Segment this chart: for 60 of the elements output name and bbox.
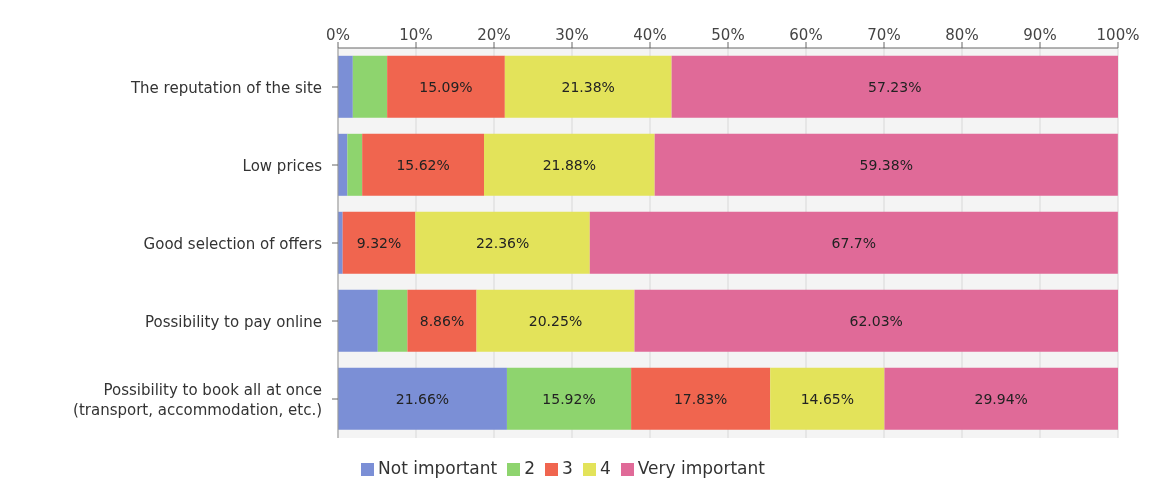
y-tick-label: Low prices bbox=[242, 157, 323, 175]
bar bbox=[504, 55, 672, 118]
x-tick-label: 20% bbox=[477, 26, 511, 44]
bar bbox=[476, 289, 635, 352]
bar bbox=[362, 133, 485, 196]
bar bbox=[884, 367, 1118, 430]
bar bbox=[342, 211, 416, 274]
legend-label: 2 bbox=[524, 458, 536, 478]
legend-label: 3 bbox=[562, 458, 573, 478]
bar bbox=[352, 55, 388, 118]
data-label: 62.03% bbox=[849, 312, 903, 329]
data-label: 20.25% bbox=[528, 312, 583, 329]
x-tick-label: 100% bbox=[1096, 26, 1140, 44]
data-label: 14.65% bbox=[800, 390, 855, 407]
bar bbox=[387, 55, 505, 118]
bar bbox=[506, 367, 632, 430]
data-label: 15.92% bbox=[542, 390, 596, 407]
bar bbox=[484, 133, 655, 196]
bar bbox=[671, 55, 1118, 118]
data-label: 21.88% bbox=[542, 156, 597, 173]
data-label: 9.32% bbox=[356, 234, 402, 251]
bar bbox=[770, 367, 885, 430]
data-label: 15.62% bbox=[396, 156, 450, 173]
y-tick-label: Possibility to book all at once (transport, accommodation, etc.) bbox=[73, 381, 322, 419]
data-label: 15.09% bbox=[419, 78, 473, 95]
data-label: 21.66% bbox=[395, 390, 450, 407]
x-tick-label: 80% bbox=[945, 26, 979, 44]
x-tick-label: 60% bbox=[789, 26, 823, 44]
data-label: 17.83% bbox=[673, 390, 728, 407]
y-tick-label: The reputation of the site bbox=[129, 79, 322, 97]
bar bbox=[415, 211, 590, 274]
x-tick-label: 10% bbox=[399, 26, 433, 44]
bar bbox=[338, 55, 353, 118]
data-label: 57.23% bbox=[868, 78, 922, 95]
bar bbox=[407, 289, 477, 352]
legend-label: Not important bbox=[378, 458, 498, 478]
x-tick-label: 70% bbox=[867, 26, 901, 44]
x-tick-label: 50% bbox=[711, 26, 745, 44]
bar bbox=[338, 367, 507, 430]
bar bbox=[631, 367, 771, 430]
bar bbox=[654, 133, 1118, 196]
bar bbox=[338, 289, 378, 352]
x-tick-label: 40% bbox=[633, 26, 667, 44]
x-tick-label: 0% bbox=[326, 26, 350, 44]
bar bbox=[377, 289, 408, 352]
y-tick-label: Good selection of offers bbox=[143, 235, 323, 253]
x-tick-label: 90% bbox=[1023, 26, 1057, 44]
data-label: 21.38% bbox=[561, 78, 615, 95]
data-label: 29.94% bbox=[974, 390, 1028, 407]
data-label: 59.38% bbox=[859, 156, 913, 173]
x-tick-label: 30% bbox=[555, 26, 589, 44]
data-label: 22.36% bbox=[475, 234, 530, 251]
legend-label: Very important bbox=[637, 458, 765, 478]
legend-label: 4 bbox=[599, 458, 611, 478]
bar bbox=[634, 289, 1118, 352]
bar bbox=[347, 133, 363, 196]
y-tick-label: Possibility to pay online bbox=[145, 313, 322, 331]
data-label: 8.86% bbox=[419, 312, 465, 329]
bar bbox=[589, 211, 1118, 274]
data-label: 67.7% bbox=[831, 234, 877, 251]
